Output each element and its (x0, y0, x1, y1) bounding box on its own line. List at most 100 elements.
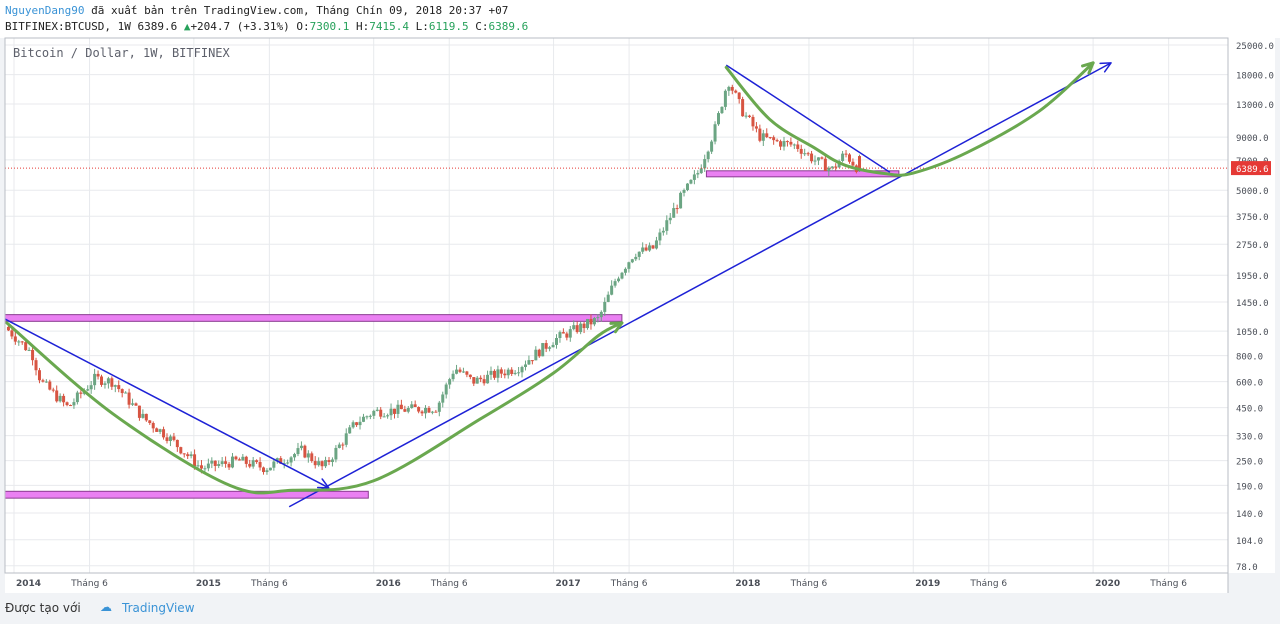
candle-body (375, 409, 379, 411)
candle-body (847, 154, 851, 162)
candle-body (592, 318, 596, 325)
candle-body (658, 232, 662, 241)
candle-body (768, 137, 772, 139)
tradingview-brand[interactable]: TradingView (122, 601, 195, 615)
candle-body (455, 369, 459, 374)
y-axis-labels: 25000.018000.013000.09000.07000.05000.03… (1236, 42, 1274, 573)
candle-body (720, 106, 724, 114)
candle-body (444, 384, 448, 395)
x-tick-label: Tháng 6 (250, 579, 288, 589)
y-tick-label: 1450.0 (1236, 299, 1269, 309)
candle-body (589, 318, 593, 325)
candle-body (517, 372, 521, 374)
candle-body (754, 126, 758, 129)
candle-body (675, 208, 679, 210)
candle-body (744, 115, 748, 117)
candle-body (396, 404, 400, 414)
trendline (288, 62, 1112, 508)
candle-body (541, 343, 545, 357)
y-tick-label: 78.0 (1236, 563, 1258, 573)
x-tick-label: Tháng 6 (969, 579, 1007, 589)
candle-body (844, 153, 848, 155)
candle-body (72, 402, 76, 406)
candle-body (258, 462, 262, 468)
candle-body (437, 402, 441, 412)
candle-body (313, 461, 317, 466)
candle-body (820, 157, 824, 159)
candle-body (403, 409, 407, 412)
ohlc-h: 7415.4 (369, 20, 410, 33)
candle-body (858, 156, 862, 169)
candle-body (58, 395, 62, 402)
candle-body (27, 349, 31, 351)
candle-body (434, 411, 438, 413)
candle-body (234, 456, 238, 460)
x-tick-label: 2017 (556, 579, 581, 589)
candle-body (386, 415, 390, 417)
candle-body (424, 407, 428, 414)
publish-line: NguyenDang90 đã xuất bản trên TradingVie… (5, 3, 508, 18)
candle-body (324, 460, 328, 467)
time-axis[interactable] (5, 573, 1228, 593)
candle-body (193, 454, 197, 467)
candle-body (706, 151, 710, 160)
x-tick-label: 2016 (376, 579, 401, 589)
candle-body (227, 463, 231, 468)
x-axis-labels: 2014 Tháng 6 2015 Tháng 6 2016 Tháng 6 2017 Thá… (16, 579, 1187, 589)
last-price-badge-bg (1231, 161, 1271, 176)
tradingview-logo-icon[interactable]: ☁ (100, 600, 112, 614)
candle-body (75, 392, 79, 403)
candle-body (10, 330, 14, 337)
candle-body (382, 416, 386, 418)
candle-body (479, 377, 483, 380)
candle-body (317, 461, 321, 466)
candle-body (806, 153, 810, 155)
candle-body (723, 90, 727, 107)
price-axis[interactable] (1228, 38, 1275, 573)
y-tick-label: 600.0 (1236, 379, 1263, 389)
candle-body (158, 429, 162, 432)
candle-body (327, 460, 331, 463)
candle-body (265, 470, 269, 473)
author-link[interactable]: NguyenDang90 (5, 4, 85, 17)
candle-body (568, 329, 572, 338)
candle-body (413, 404, 417, 408)
candle-body (534, 349, 538, 361)
candle-body (286, 462, 290, 464)
candle-body (513, 372, 517, 374)
candle-body (530, 360, 534, 362)
candle-body (368, 415, 372, 417)
candle-body (182, 453, 186, 455)
candle-body (151, 423, 155, 429)
candle-body (213, 460, 217, 466)
annotations (4, 61, 1228, 508)
candle-body (451, 373, 455, 380)
candle-body (44, 381, 48, 383)
candle-body (55, 390, 59, 402)
candle-body (124, 392, 128, 394)
x-tick-label: 2014 (16, 579, 41, 589)
candle-body (175, 439, 179, 448)
candle-body (203, 468, 207, 470)
candle-body (272, 461, 276, 468)
candle-body (558, 332, 562, 338)
symbol-line: BITFINEX:BTCUSD, 1W 6389.6 ▲+204.7 (+3.3… (5, 19, 528, 34)
candle-body (65, 402, 69, 406)
candle-body (761, 133, 765, 141)
y-tick-label: 18000.0 (1236, 72, 1274, 82)
candle-body (293, 454, 297, 458)
candle-body (448, 379, 452, 385)
trendline (725, 64, 891, 173)
candle-body (106, 378, 110, 384)
candle-body (389, 408, 393, 416)
x-tick-label: Tháng 6 (430, 579, 468, 589)
x-tick-label: Tháng 6 (790, 579, 828, 589)
candle-body (803, 153, 807, 155)
candle-body (679, 192, 683, 209)
candle-body (472, 377, 476, 384)
candle-body (299, 445, 303, 449)
candle-body (155, 428, 159, 432)
trendline (4, 318, 330, 489)
candle-body (351, 422, 355, 428)
